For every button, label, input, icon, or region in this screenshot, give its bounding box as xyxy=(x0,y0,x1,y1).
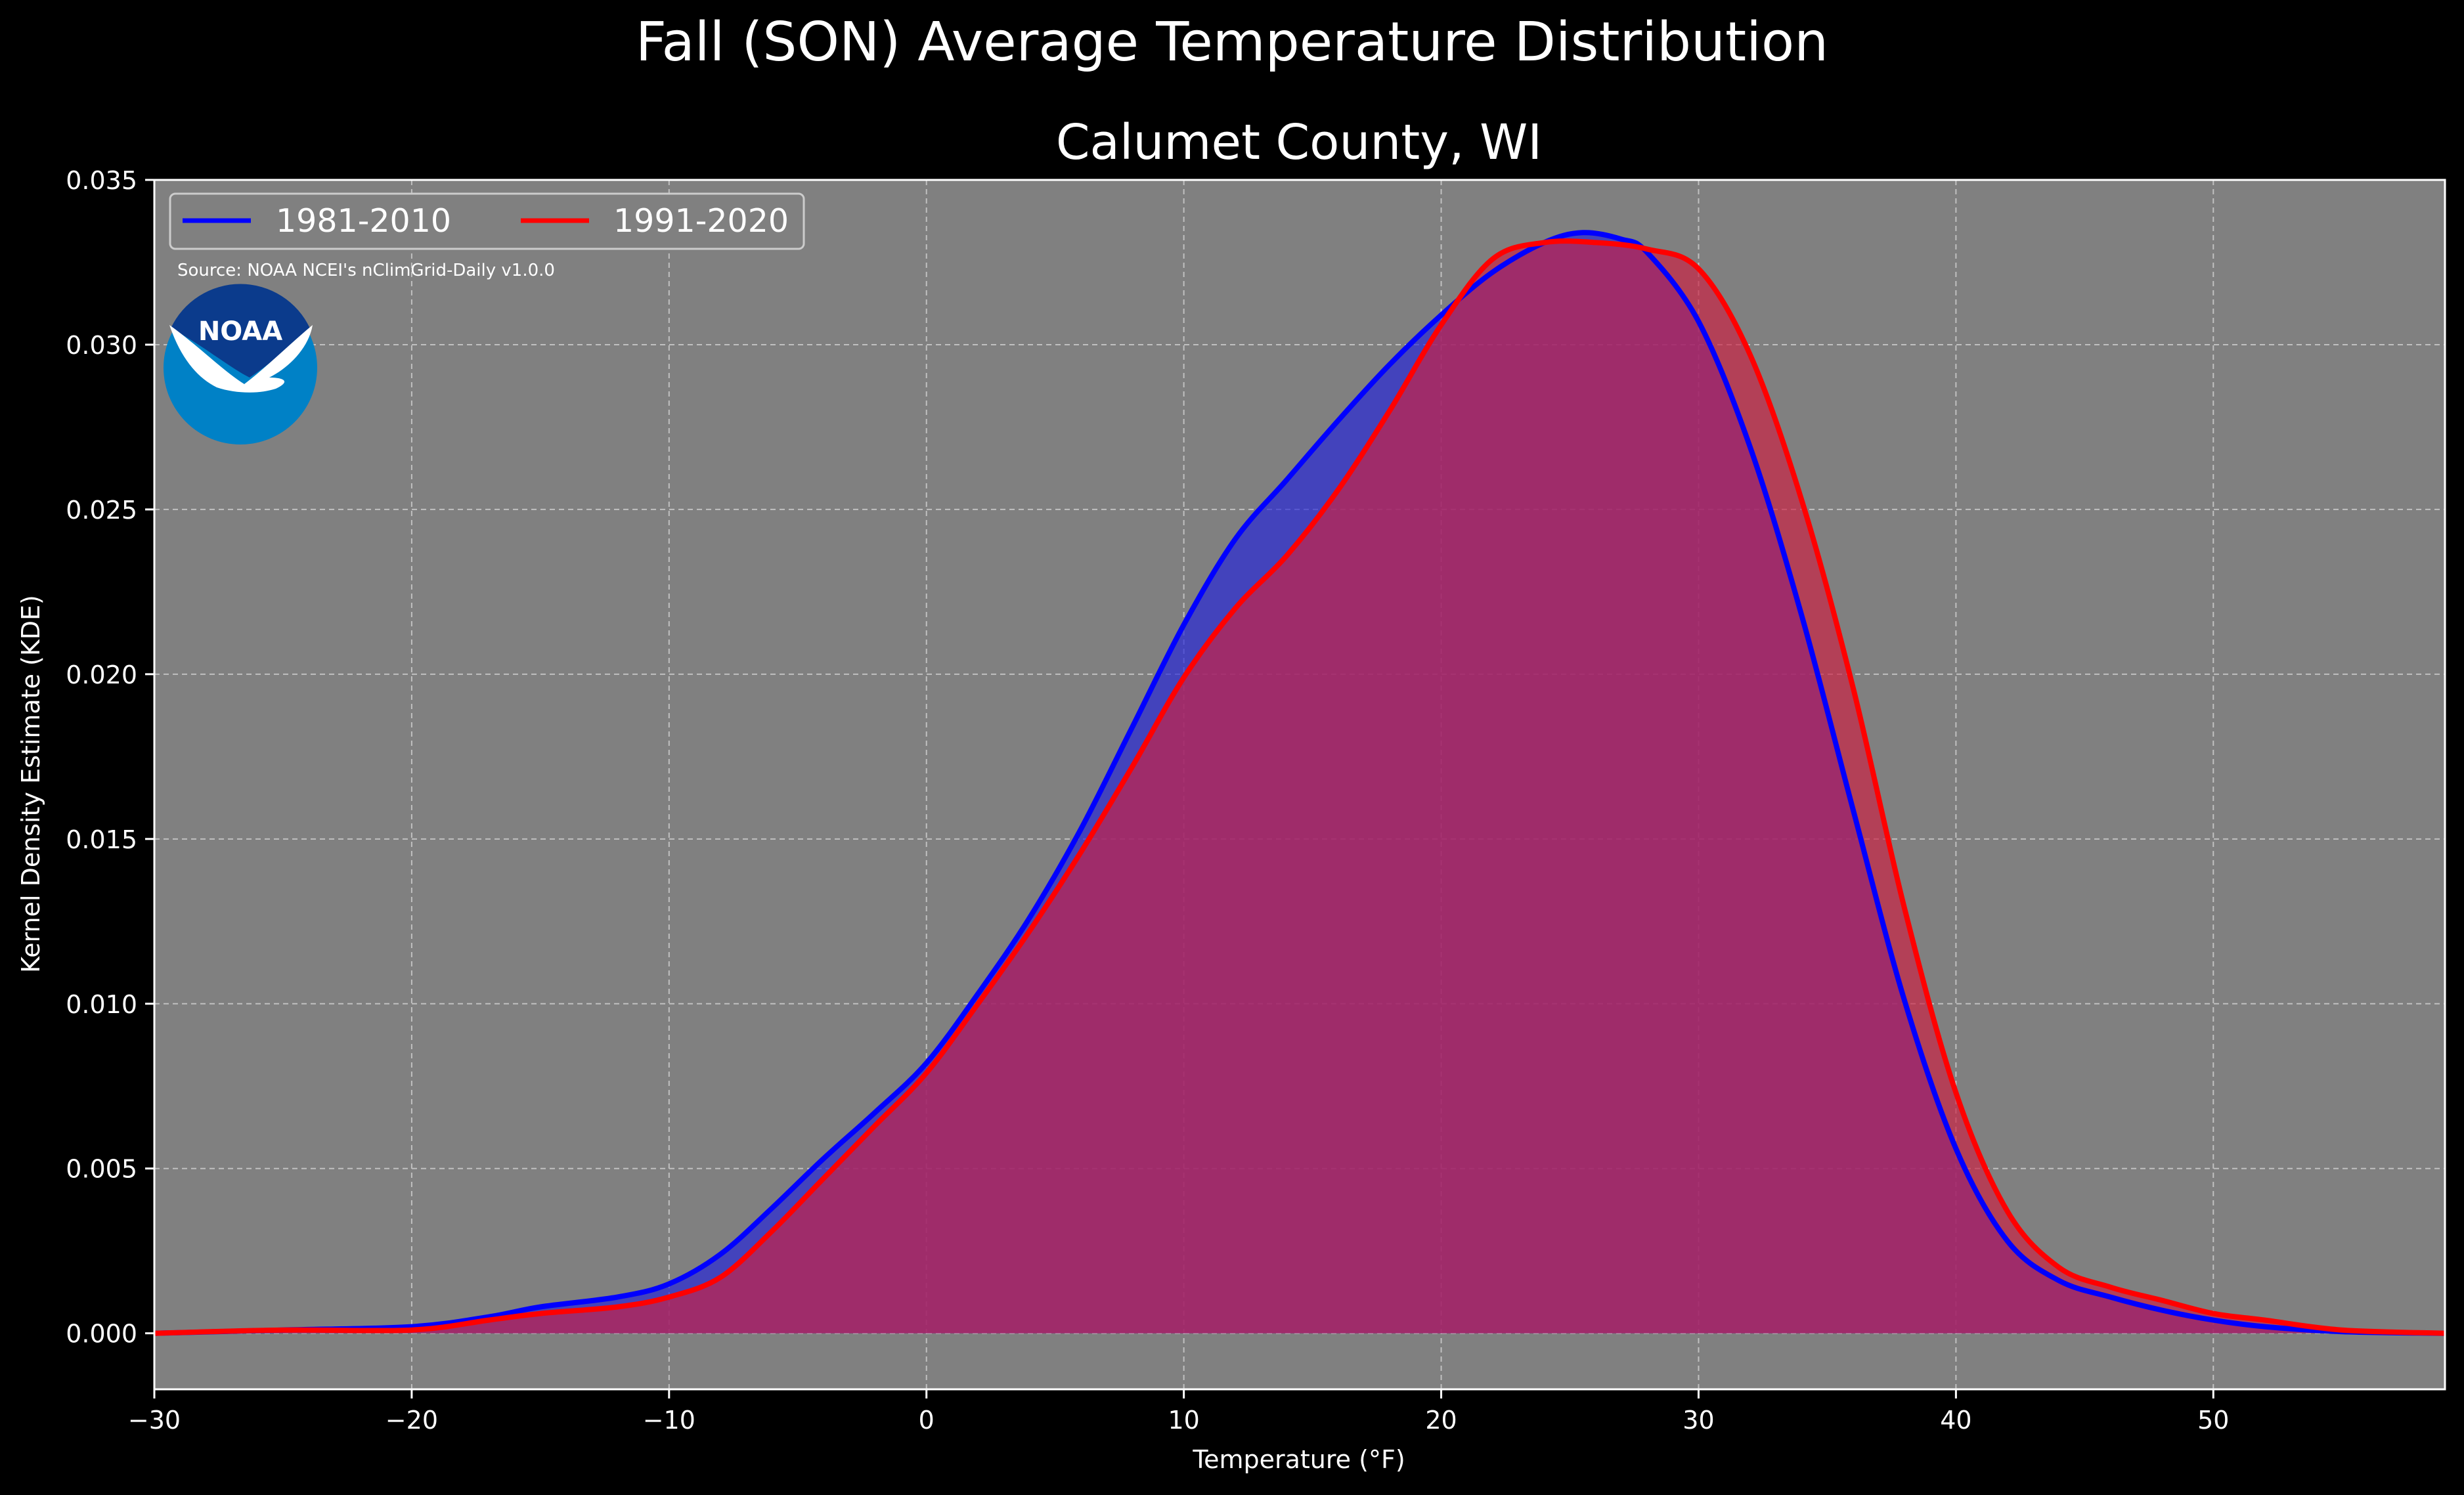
x-tick-label: 20 xyxy=(1425,1406,1457,1435)
y-tick-label: 0.015 xyxy=(66,825,137,854)
series-fills xyxy=(154,232,2445,1333)
noaa-logo-top xyxy=(171,284,310,378)
x-axis-label: Temperature (°F) xyxy=(1192,1445,1405,1474)
x-tick-label: 40 xyxy=(1940,1406,1971,1435)
series-line-1991-2020 xyxy=(154,238,2446,1336)
x-axis-ticks: −30 −20 −10 0 10 20 30 40 50 xyxy=(128,1389,2229,1435)
y-tick-label: 0.035 xyxy=(66,166,137,195)
y-tick-label: 0.030 xyxy=(66,331,137,360)
series-lines xyxy=(154,230,2446,1336)
x-tick-label: −10 xyxy=(643,1406,695,1435)
series-line-1981-2010 xyxy=(154,230,2446,1336)
y-tick-label: 0.010 xyxy=(66,990,137,1019)
legend-label-1991-2020: 1991-2020 xyxy=(613,202,789,240)
series-fill-1991-2020 xyxy=(154,241,2445,1333)
y-tick-label: 0.020 xyxy=(66,661,137,689)
y-axis-label: Kernel Density Estimate (KDE) xyxy=(16,595,45,973)
chart-subtitle: Calumet County, WI xyxy=(1056,114,1542,171)
y-tick-label: 0.025 xyxy=(66,496,137,525)
chart-title: Fall (SON) Average Temperature Distribut… xyxy=(636,11,1828,74)
noaa-logo: NOAA xyxy=(164,284,317,444)
source-note: Source: NOAA NCEI's nClimGrid-Daily v1.0… xyxy=(177,261,555,280)
legend: 1981-2010 1991-2020 xyxy=(169,192,805,250)
x-tick-label: 10 xyxy=(1168,1406,1199,1435)
x-tick-label: −20 xyxy=(385,1406,438,1435)
y-tick-label: 0.005 xyxy=(66,1155,137,1184)
x-tick-label: 0 xyxy=(919,1406,935,1435)
legend-box xyxy=(169,192,805,250)
plot-frame xyxy=(153,179,2446,1391)
x-tick-label: −30 xyxy=(128,1406,181,1435)
x-tick-label: 50 xyxy=(2197,1406,2229,1435)
y-tick-label: 0.000 xyxy=(66,1320,137,1349)
legend-label-1981-2010: 1981-2010 xyxy=(276,202,451,240)
noaa-logo-text: NOAA xyxy=(198,316,282,347)
y-axis-ticks: 0.000 0.005 0.010 0.015 0.020 0.025 0.030 0.035 xyxy=(66,166,154,1349)
x-tick-label: 30 xyxy=(1683,1406,1714,1435)
noaa-logo-bird xyxy=(169,325,313,393)
